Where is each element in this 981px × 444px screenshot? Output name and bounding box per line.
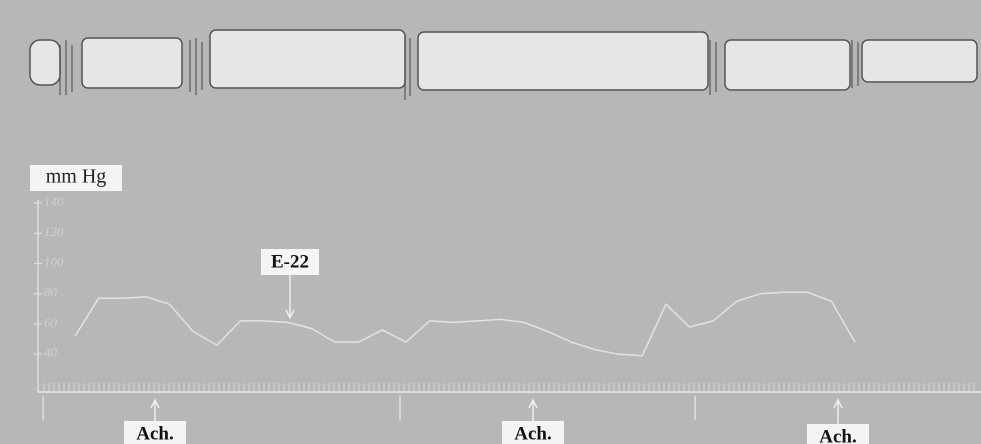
annotation: E-22	[271, 251, 309, 272]
y-axis-label: mm Hg	[46, 166, 107, 188]
y-tick-label: 80	[44, 285, 58, 300]
y-tick-label: 100	[44, 254, 64, 269]
annotation: Ach.	[136, 423, 173, 444]
y-tick-label: 60	[44, 315, 58, 330]
time-ticks	[44, 383, 974, 392]
y-tick-label: 120	[44, 224, 64, 239]
chart: mm Hg 40 60 80 100 120 140 E-22 Ach. Ach. Ach.	[0, 0, 981, 444]
y-tick-label: 140	[44, 194, 64, 209]
page: {"chart_data": {"type": "line", "y_label…	[0, 0, 981, 444]
annotation: Ach.	[819, 426, 856, 444]
time-tick-row	[44, 383, 974, 392]
y-tick-label: 40	[44, 345, 58, 360]
annotation: Ach.	[514, 423, 551, 444]
